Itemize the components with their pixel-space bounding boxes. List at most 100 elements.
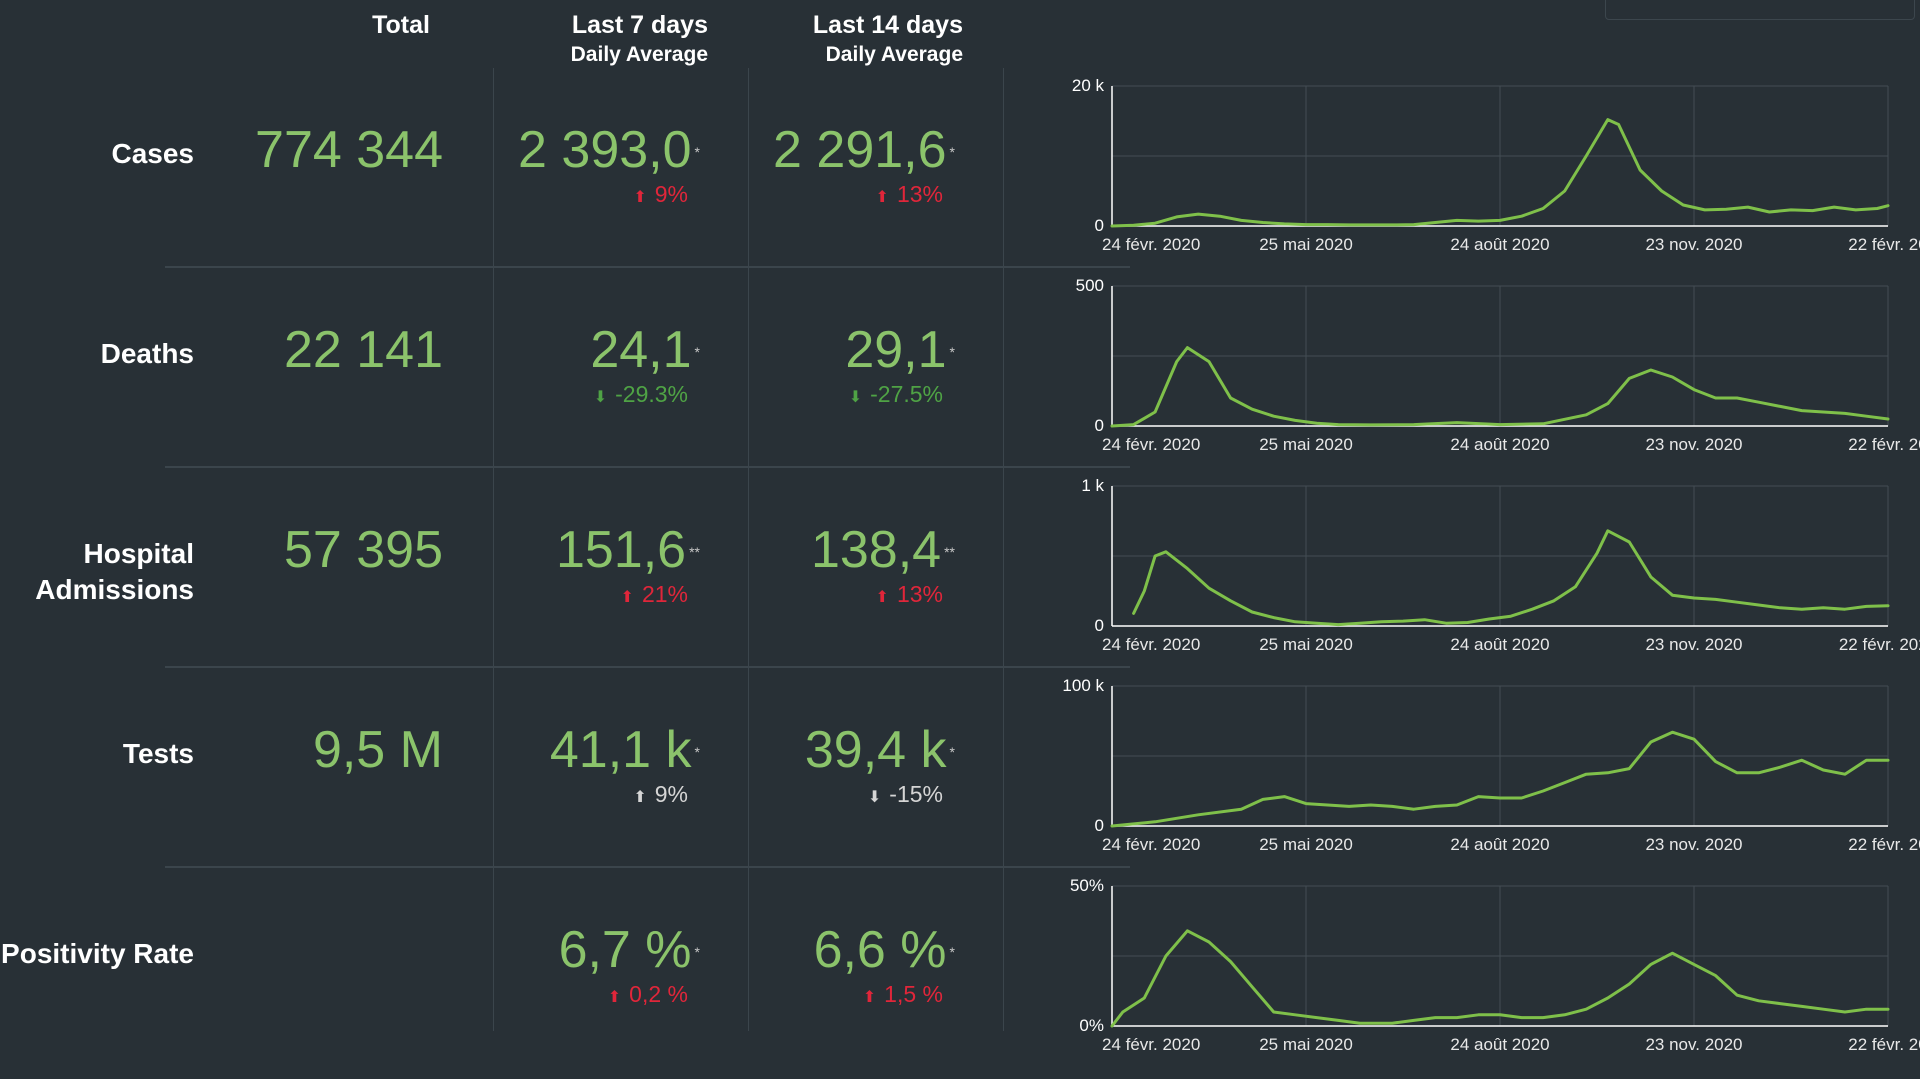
footnote-mark: * <box>694 144 700 160</box>
x-tick-label: 24 août 2020 <box>1450 435 1549 454</box>
tests-line-chart: 0 100 k 24 févr. 2020 25 mai 2020 24 août 20… <box>1062 676 1920 854</box>
y-tick-label: 500 <box>1076 276 1104 295</box>
footnote-mark: ** <box>689 544 700 560</box>
x-tick-label: 23 nov. 2020 <box>1645 435 1742 454</box>
y-tick-label: 0 <box>1095 216 1104 235</box>
row-label-deaths: Deaths <box>100 338 194 369</box>
deaths-line-chart: 0 500 24 févr. 2020 25 mai 2020 24 août 2020… <box>1076 276 1920 454</box>
y-tick-label: 0 <box>1095 616 1104 635</box>
avg14-cases: 2 291,6 * <box>773 120 955 180</box>
avg7-cases-value: 2 393,0 <box>518 121 692 179</box>
hospital-admissions-line-chart: 0 1 k 24 févr. 2020 25 mai 2020 24 août 2020… <box>1081 476 1920 654</box>
x-tick-label: 23 nov. 2020 <box>1645 235 1742 254</box>
y-tick-label: 1 k <box>1081 476 1104 495</box>
y-tick-label: 50% <box>1070 876 1104 895</box>
arrow-down-icon: ⬇ <box>867 789 882 806</box>
x-tick-label: 22 févr. 20 <box>1848 435 1920 454</box>
x-tick-label: 22 févr. 20 <box>1848 1035 1920 1054</box>
footnote-mark: * <box>694 344 700 360</box>
row-label-cases: Cases <box>111 138 194 169</box>
x-tick-label: 25 mai 2020 <box>1259 235 1353 254</box>
total-tests: 9,5 M <box>312 721 443 779</box>
cases-line-chart: 0 20 k 24 févr. 2020 25 mai 2020 24 août 202… <box>1072 76 1920 254</box>
footnote-mark: * <box>949 744 955 760</box>
positivity-rate-line-chart: 0% 50% 24 févr. 2020 25 mai 2020 24 août 202… <box>1070 876 1920 1054</box>
avg14-hospital-value: 138,4 <box>810 521 942 579</box>
chg14-deaths: ⬇ -27.5% <box>848 381 943 407</box>
x-tick-label: 25 mai 2020 <box>1259 835 1353 854</box>
arrow-up-icon: ⬆ <box>862 989 877 1006</box>
chg14-positivity-rate: ⬆ 1,5 % <box>862 981 943 1007</box>
avg7-hospital-admissions: 151,6 ** <box>556 520 700 580</box>
y-tick-label: 0% <box>1079 1016 1104 1035</box>
series-line <box>1110 118 1890 228</box>
arrow-up-icon: ⬆ <box>633 189 647 206</box>
avg14-positivity-rate: 6,6 % * <box>814 920 955 980</box>
avg14-tests-value: 39,4 k <box>804 721 947 779</box>
x-tick-label: 24 févr. 2020 <box>1102 1035 1200 1054</box>
arrow-up-icon: ⬆ <box>875 589 889 606</box>
footnote-mark: * <box>949 944 955 960</box>
header-last7-title: Last 7 days <box>571 11 708 39</box>
header-last7: Last 7 days Daily Average <box>480 10 708 70</box>
series-line <box>1110 730 1890 828</box>
avg7-deaths: 24,1 * <box>590 320 700 380</box>
column-divider <box>493 68 494 1031</box>
row-divider <box>165 866 1130 868</box>
x-tick-label: 23 nov. 2020 <box>1645 635 1742 654</box>
arrow-up-icon: ⬆ <box>607 989 622 1006</box>
x-tick-label: 22 févr. 20 <box>1848 835 1920 854</box>
x-tick-label: 24 août 2020 <box>1450 1035 1549 1054</box>
header-last14-title: Last 14 days <box>812 11 963 39</box>
y-tick-label: 20 k <box>1072 76 1105 95</box>
avg14-hospital-admissions: 138,4 ** <box>811 520 955 580</box>
row-label-tests: Tests <box>122 738 194 769</box>
x-tick-label: 25 mai 2020 <box>1259 635 1353 654</box>
series-line <box>1132 529 1890 627</box>
x-tick-label: 24 févr. 2020 <box>1102 435 1200 454</box>
row-divider <box>165 266 1130 268</box>
avg7-positivity-rate: 6,7 % * <box>559 920 700 980</box>
total-deaths: 22 141 <box>283 321 443 379</box>
y-tick-label: 0 <box>1095 416 1104 435</box>
avg7-tests: 41,1 k * <box>550 720 700 780</box>
avg7-deaths-value: 24,1 <box>590 321 692 379</box>
total-cases: 774 344 <box>255 121 443 179</box>
avg7-positivity-value: 6,7 % <box>558 921 692 979</box>
avg7-tests-value: 41,1 k <box>549 721 692 779</box>
total-hospital-admissions: 57 395 <box>283 521 443 579</box>
header-total-label: Total <box>372 11 430 39</box>
x-tick-label: 23 nov. 2020 <box>1645 1035 1742 1054</box>
x-tick-label: 22 févr. 2021 <box>1839 635 1920 654</box>
avg14-deaths: 29,1 * <box>845 320 955 380</box>
row-divider <box>165 466 1130 468</box>
series-line <box>1110 929 1890 1028</box>
header-total: Total <box>330 10 430 40</box>
arrow-up-icon: ⬆ <box>875 189 889 206</box>
series-line <box>1110 346 1890 428</box>
footnote-mark: * <box>949 144 955 160</box>
x-tick-label: 24 août 2020 <box>1450 835 1549 854</box>
chg14-tests: ⬇ -15% <box>867 781 943 807</box>
x-tick-label: 24 févr. 2020 <box>1102 235 1200 254</box>
footnote-mark: * <box>949 344 955 360</box>
avg14-tests: 39,4 k * <box>805 720 955 780</box>
footnote-mark: * <box>694 744 700 760</box>
chg7-deaths: ⬇ -29.3% <box>593 381 688 407</box>
x-tick-label: 23 nov. 2020 <box>1645 835 1742 854</box>
arrow-down-icon: ⬇ <box>848 389 863 406</box>
x-tick-label: 24 févr. 2020 <box>1102 835 1200 854</box>
avg14-positivity-value: 6,6 % <box>813 921 947 979</box>
chg7-hospital-admissions: ⬆ 21% <box>620 581 688 607</box>
x-tick-label: 22 févr. 20 <box>1848 235 1920 254</box>
avg14-cases-value: 2 291,6 <box>773 121 947 179</box>
avg14-deaths-value: 29,1 <box>845 321 947 379</box>
x-tick-label: 25 mai 2020 <box>1259 435 1353 454</box>
footnote-mark: ** <box>944 544 955 560</box>
chg14-hospital-admissions: ⬆ 13% <box>875 581 943 607</box>
top-right-panel-edge <box>1605 0 1915 20</box>
arrow-down-icon: ⬇ <box>593 389 608 406</box>
y-tick-label: 100 k <box>1062 676 1104 695</box>
chg7-cases: ⬆ 9% <box>633 181 688 207</box>
row-label-hospital-admissions: Hospital Admissions <box>35 538 194 605</box>
